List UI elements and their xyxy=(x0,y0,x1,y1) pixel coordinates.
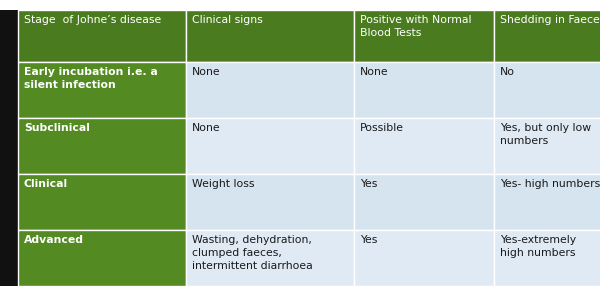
Bar xyxy=(18,174,186,230)
Text: Yes: Yes xyxy=(360,179,377,189)
Bar xyxy=(18,62,186,118)
Bar xyxy=(354,118,494,174)
Text: Advanced: Advanced xyxy=(24,235,84,245)
Bar xyxy=(494,10,600,62)
Bar xyxy=(186,10,354,62)
Bar xyxy=(18,10,186,62)
Text: Stage  of Johne’s disease: Stage of Johne’s disease xyxy=(24,15,161,25)
Bar xyxy=(494,174,600,230)
Text: None: None xyxy=(192,123,221,133)
Text: Weight loss: Weight loss xyxy=(192,179,254,189)
Text: Yes: Yes xyxy=(360,235,377,245)
Bar xyxy=(18,118,186,174)
Text: Clinical: Clinical xyxy=(24,179,68,189)
Text: None: None xyxy=(192,67,221,77)
Text: Subclinical: Subclinical xyxy=(24,123,90,133)
Bar xyxy=(18,230,186,286)
Text: Possible: Possible xyxy=(360,123,404,133)
Bar xyxy=(354,174,494,230)
Bar xyxy=(186,62,354,118)
Text: Yes-extremely
high numbers: Yes-extremely high numbers xyxy=(500,235,576,258)
Bar xyxy=(354,230,494,286)
Bar xyxy=(186,230,354,286)
Text: Shedding in Faeces: Shedding in Faeces xyxy=(500,15,600,25)
Bar xyxy=(494,62,600,118)
Text: Positive with Normal
Blood Tests: Positive with Normal Blood Tests xyxy=(360,15,472,38)
Text: No: No xyxy=(500,67,515,77)
Text: Early incubation i.e. a
silent infection: Early incubation i.e. a silent infection xyxy=(24,67,158,90)
Bar xyxy=(494,118,600,174)
Bar xyxy=(186,118,354,174)
Text: Yes, but only low
numbers: Yes, but only low numbers xyxy=(500,123,591,146)
Bar xyxy=(0,10,18,286)
Text: Clinical signs: Clinical signs xyxy=(192,15,263,25)
Bar xyxy=(494,230,600,286)
Bar xyxy=(354,62,494,118)
Bar xyxy=(354,10,494,62)
Bar xyxy=(186,174,354,230)
Text: Wasting, dehydration,
clumped faeces,
intermittent diarrhoea: Wasting, dehydration, clumped faeces, in… xyxy=(192,235,313,271)
Text: Yes- high numbers: Yes- high numbers xyxy=(500,179,600,189)
Text: None: None xyxy=(360,67,389,77)
